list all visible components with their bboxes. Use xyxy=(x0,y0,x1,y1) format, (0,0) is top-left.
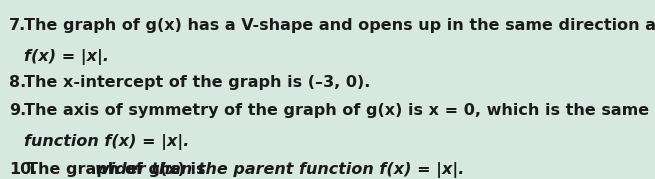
Text: f(x) = |x|.: f(x) = |x|. xyxy=(24,49,109,65)
Text: The x-intercept of the graph is (–3, 0).: The x-intercept of the graph is (–3, 0). xyxy=(24,75,370,90)
Text: function f(x) = |x|.: function f(x) = |x|. xyxy=(24,134,189,150)
Text: 10.: 10. xyxy=(9,162,37,177)
Text: The graph of g(x) is: The graph of g(x) is xyxy=(27,162,211,177)
Text: 9.: 9. xyxy=(9,103,26,118)
Text: wider than the parent function f(x) = |x|.: wider than the parent function f(x) = |x… xyxy=(95,162,464,178)
Text: 8.: 8. xyxy=(9,75,26,90)
Text: 7.: 7. xyxy=(9,18,26,33)
Text: The axis of symmetry of the graph of g(x) is x = 0, which is the same as that of: The axis of symmetry of the graph of g(x… xyxy=(24,103,655,118)
Text: The graph of g(x) has a V-shape and opens up in the same direction as the parent: The graph of g(x) has a V-shape and open… xyxy=(24,18,655,33)
